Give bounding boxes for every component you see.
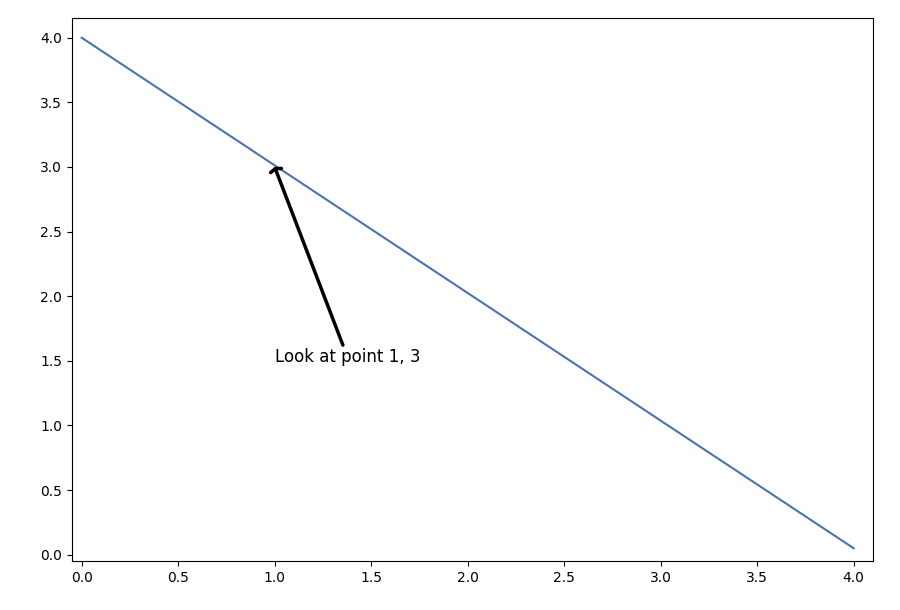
Text: Look at point 1, 3: Look at point 1, 3 <box>271 168 420 366</box>
